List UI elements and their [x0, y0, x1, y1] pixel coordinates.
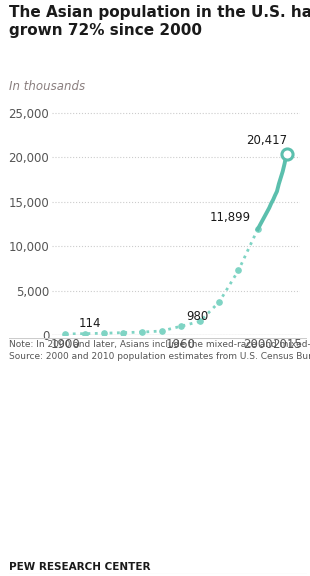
Text: 20,417: 20,417: [246, 134, 287, 146]
Text: Note: In 2000 and later, Asians include the mixed-race and mixed-group populatio: Note: In 2000 and later, Asians include …: [9, 340, 310, 361]
Text: 11,899: 11,899: [210, 211, 251, 224]
Text: In thousands: In thousands: [9, 80, 86, 93]
Text: PEW RESEARCH CENTER: PEW RESEARCH CENTER: [9, 562, 151, 571]
Text: 980: 980: [187, 310, 209, 323]
Text: The Asian population in the U.S. has
grown 72% since 2000: The Asian population in the U.S. has gro…: [9, 5, 310, 38]
Text: 114: 114: [79, 317, 101, 330]
